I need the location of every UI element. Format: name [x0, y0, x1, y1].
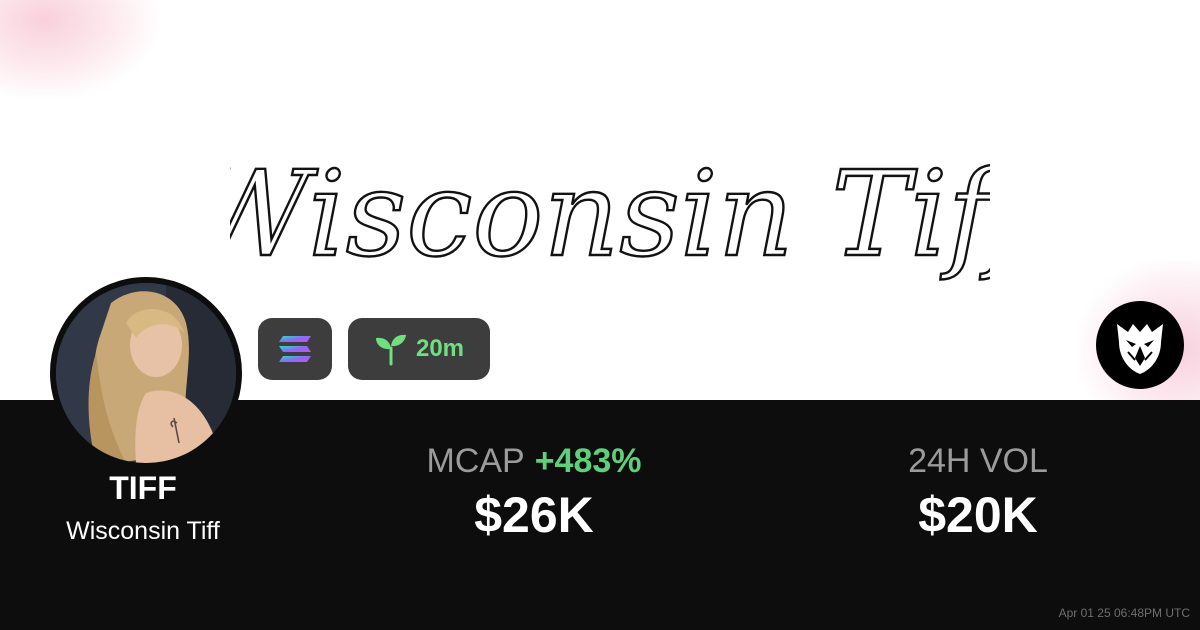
mcap-change: +483% [534, 442, 642, 480]
profile-photo-icon [56, 283, 236, 463]
timestamp: Apr 01 25 06:48PM UTC [1058, 606, 1190, 620]
svg-text:Wisconsin Tiff: Wisconsin Tiff [230, 145, 990, 283]
mcap-value: $26K [474, 487, 594, 543]
mcap-label: MCAP [426, 442, 525, 480]
platform-logo[interactable] [1095, 300, 1185, 390]
eagle-head-logo-icon [1096, 301, 1184, 389]
age-text: 20m [415, 335, 465, 362]
volume-label: 24H VOL [908, 442, 1048, 480]
age-badge: 20m [348, 318, 490, 380]
mcap-header: MCAP +483% [354, 442, 714, 481]
watercolor-blot-top-left [0, 0, 160, 100]
chain-badge [258, 318, 332, 380]
token-name: Wisconsin Tiff [66, 517, 220, 545]
sprout-icon [375, 334, 406, 366]
volume-value: $20K [918, 487, 1038, 543]
avatar [50, 277, 242, 469]
banner-script-title: Wisconsin Tiff [230, 144, 990, 284]
solana-logo-icon [279, 336, 311, 362]
token-symbol: TIFF [109, 470, 177, 506]
